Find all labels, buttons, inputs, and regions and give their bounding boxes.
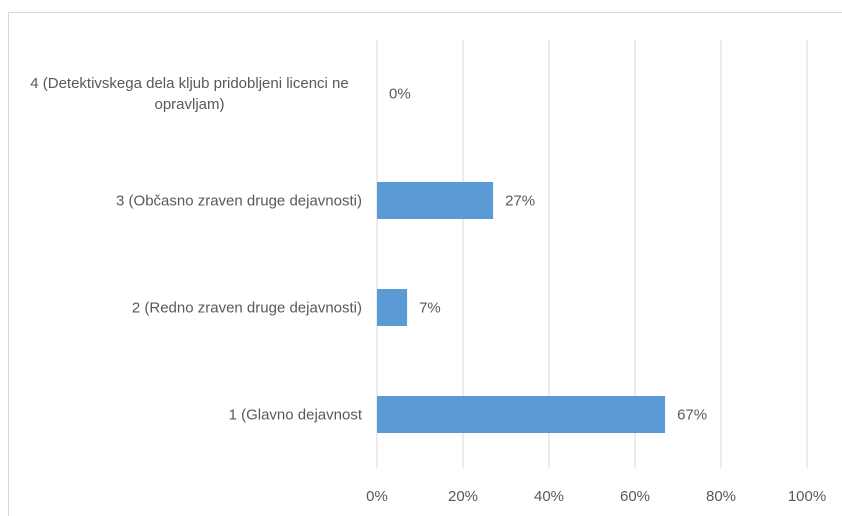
data-label: 7% bbox=[419, 299, 441, 316]
bar bbox=[377, 289, 408, 326]
data-label: 27% bbox=[505, 192, 535, 209]
data-label: 0% bbox=[389, 85, 411, 102]
bar bbox=[377, 396, 666, 433]
x-tick-label: 80% bbox=[706, 488, 736, 505]
x-tick-label: 40% bbox=[534, 488, 564, 505]
x-tick-label: 0% bbox=[366, 488, 388, 505]
x-tick-label: 60% bbox=[620, 488, 650, 505]
data-label: 67% bbox=[677, 406, 707, 423]
y-tick-label: 1 (Glavno dejavnost bbox=[228, 406, 362, 423]
bar bbox=[377, 182, 494, 219]
y-tick-label: 4 (Detektivskega dela kljub pridobljeni … bbox=[30, 74, 349, 113]
y-tick-label: 3 (Občasno zraven druge dejavnosti) bbox=[116, 192, 362, 209]
x-tick-label: 20% bbox=[448, 488, 478, 505]
y-tick-label: 2 (Redno zraven druge dejavnosti) bbox=[131, 299, 362, 316]
x-tick-label: 100% bbox=[788, 488, 826, 505]
chart-frame bbox=[8, 12, 842, 516]
